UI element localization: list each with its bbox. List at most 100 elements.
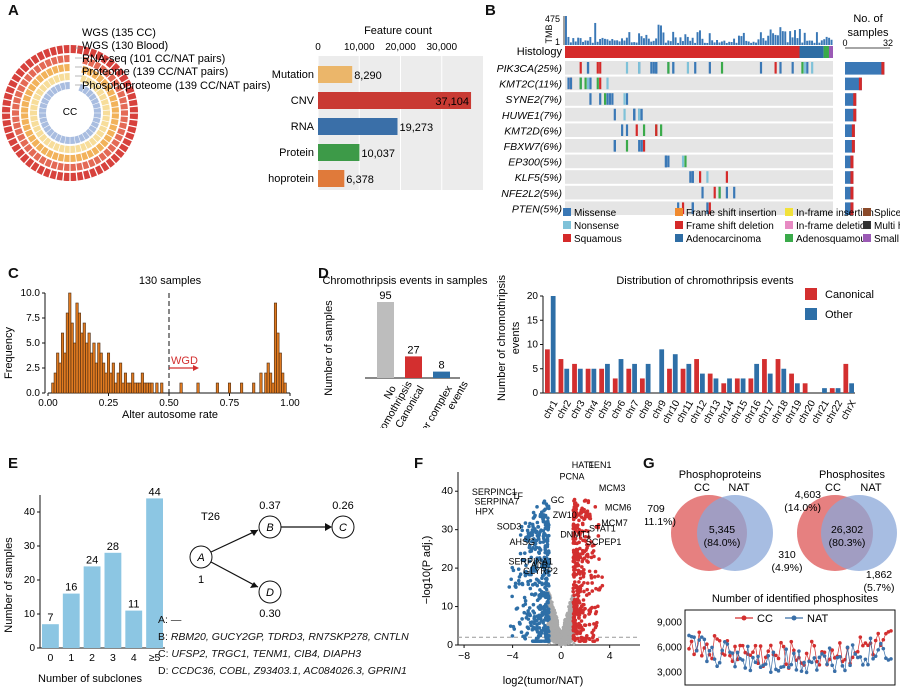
panel-a-rings: CC WGS (135 CC)WGS (130 Blood)RNA-seq (1… [2, 27, 270, 181]
tmb-bar [815, 32, 818, 45]
ring-segment [96, 129, 105, 138]
tmb-bar [681, 41, 684, 45]
distribution-bar [822, 388, 827, 393]
chromothripsis-sample-bar [377, 302, 394, 378]
legend-swatch [563, 208, 571, 216]
panel-label-a: A [8, 2, 19, 19]
oncoplot-mutation-cell [596, 62, 599, 74]
volcano-point-up [583, 623, 587, 627]
oncoplot-mutation-cell [625, 140, 629, 152]
tmb-bar [579, 38, 582, 45]
tmb-bar [745, 40, 748, 45]
oncoplot-mutation-cell [667, 62, 670, 74]
tmb-bar [633, 42, 636, 45]
distribution-bar [700, 373, 705, 393]
ring-segment [114, 133, 124, 142]
ring-segment [85, 128, 94, 137]
samples-bar [845, 77, 862, 91]
ring-segment [11, 73, 22, 83]
samples-bar-accent [881, 62, 885, 75]
tmb-bar [764, 40, 767, 45]
venn1-right-only-pct: (4.9%) [772, 562, 803, 574]
volcano-point-down [526, 582, 531, 587]
histogram-bar [106, 352, 111, 394]
clone-gene-key-c: C: [158, 648, 169, 660]
ring-segment [50, 56, 58, 65]
tmb-bar [674, 37, 677, 45]
subclones-y-tick-label: 30 [24, 541, 36, 552]
tmb-max-label: 475 [545, 14, 560, 24]
feature-category-label: RNA [291, 121, 315, 133]
volcano-point-down [541, 516, 546, 520]
legend-label: Adenocarcinoma [686, 234, 761, 245]
ring-segment [44, 158, 53, 168]
ring-segment [88, 80, 97, 89]
oncoplot-gene-label: EP300(5%) [508, 157, 562, 169]
ring-segment [93, 155, 102, 165]
oncoplot-mutation-cell [655, 62, 658, 74]
volcano-point-ns [567, 641, 571, 646]
oncoplot-mutation-cell [642, 124, 646, 136]
tmb-bar [623, 40, 626, 45]
samples-bar-accent [850, 202, 854, 215]
legend-label: Splice [874, 208, 900, 219]
ring-segment [46, 89, 55, 98]
ring-segment [54, 133, 62, 143]
volcano-point-down [526, 533, 531, 537]
line-point-NAT [692, 635, 696, 640]
volcano-point-up [579, 619, 584, 623]
line-point-CC [884, 631, 888, 636]
line-point-NAT [751, 655, 755, 660]
oncoplot-row-bg [565, 76, 833, 91]
distribution-bar [734, 378, 740, 393]
volcano-point-down [518, 551, 523, 556]
volcano-point-ns [566, 613, 570, 618]
volcano-point-ns [551, 626, 555, 630]
tmb-bar [703, 42, 706, 45]
tmb-bar [616, 40, 619, 45]
legend-label: Frame shift deletion [686, 221, 774, 232]
volcano-point-ns [552, 608, 557, 612]
volcano-point-up [573, 626, 578, 630]
volcano-point-up [580, 559, 585, 564]
volcano-point-down [546, 628, 550, 632]
line-point-CC [889, 629, 893, 633]
distribution-bar [775, 359, 781, 393]
samples-bar [845, 108, 857, 122]
ring-segment [88, 125, 97, 133]
legend-label: Nonsense [574, 221, 619, 232]
ring-segment [3, 92, 13, 100]
line-point-NAT [881, 646, 886, 651]
legend-label: Missense [574, 208, 617, 219]
histogram-bar [104, 372, 108, 394]
tmb-bar [677, 42, 680, 45]
volcano-point-down [523, 573, 528, 578]
samples-bar-accent [853, 108, 857, 122]
volcano-point-down [527, 572, 532, 577]
line-point-NAT [868, 636, 873, 641]
ring-segment [110, 100, 119, 108]
ring-segment [12, 103, 20, 110]
volcano-point-up [575, 584, 579, 589]
volcano-point-up [571, 559, 576, 564]
volcano-point-up [573, 510, 578, 514]
volcano-point-down [542, 610, 546, 614]
chromothripsis-samples-ylabel: Number of samples [323, 300, 335, 396]
volcano-point-up [590, 581, 594, 585]
tmb-bar [767, 35, 770, 45]
oncoplot-mutation-cell [589, 93, 592, 105]
line-point-NAT [707, 649, 712, 653]
tmb-axis-label: TMB [544, 25, 554, 44]
ring-label-3: Proteome (139 CC/NAT pairs) [82, 66, 228, 78]
oncoplot-mutation-cell [655, 124, 658, 136]
oncoplot-row-bg [565, 201, 833, 215]
oncoplot-mutation-cell [725, 186, 728, 199]
ring-segment [12, 96, 21, 104]
oncoplot-mutation-cell [708, 62, 711, 74]
volcano-point-up [585, 633, 589, 638]
volcano-point-up [572, 593, 576, 598]
volcano-point-down [542, 520, 547, 524]
volcano-ylabel: −log10(P adj.) [421, 536, 433, 605]
line-point-CC [769, 643, 773, 648]
tmb-bar [733, 38, 736, 45]
